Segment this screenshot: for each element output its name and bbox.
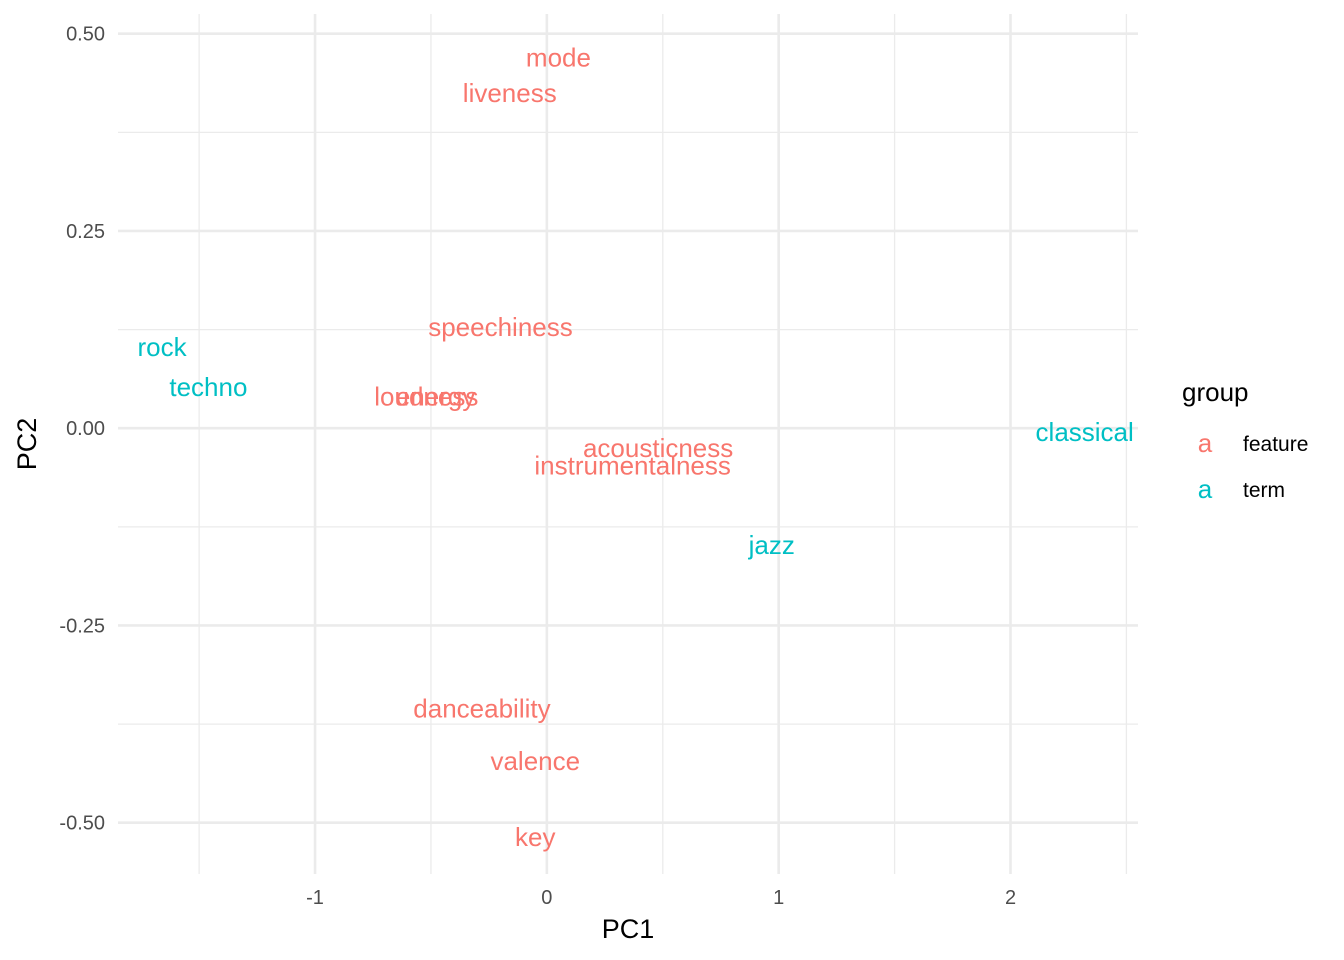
- legend-label-term: term: [1243, 479, 1285, 502]
- y-tick-label: 0.50: [66, 24, 105, 46]
- y-axis-ticks: 0.50 0.25 0.00 -0.25 -0.50: [59, 24, 105, 835]
- point-label-key: key: [515, 822, 555, 852]
- point-label-danceability: danceability: [413, 693, 550, 723]
- point-label-instrumentalness: instrumentalness: [534, 450, 731, 480]
- x-axis-title: PC1: [602, 914, 655, 944]
- y-axis-title: PC2: [12, 418, 42, 471]
- y-tick-label: -0.50: [59, 813, 105, 835]
- point-label-acousticness: acousticness: [583, 433, 733, 463]
- point-label-mode: mode: [526, 42, 591, 72]
- point-label-liveness: liveness: [463, 78, 557, 108]
- legend-entries: a feature a term: [1198, 428, 1309, 504]
- legend-key-feature: a: [1198, 428, 1213, 458]
- y-tick-label: 0.00: [66, 418, 105, 440]
- point-label-classical: classical: [1036, 417, 1134, 447]
- x-tick-label: -1: [306, 887, 324, 909]
- point-label-techno: techno: [169, 372, 247, 402]
- point-label-rock: rock: [137, 332, 187, 362]
- x-tick-label: 1: [773, 887, 784, 909]
- point-label-speechiness: speechiness: [428, 312, 573, 342]
- x-tick-label: 2: [1005, 887, 1016, 909]
- x-axis-ticks: -1 0 1 2: [306, 887, 1016, 909]
- legend-title: group: [1182, 377, 1249, 407]
- point-label-energy: energy: [396, 382, 476, 412]
- x-tick-label: 0: [541, 887, 552, 909]
- grid-lines: [118, 14, 1138, 874]
- y-tick-label: -0.25: [59, 615, 105, 637]
- point-label-jazz: jazz: [748, 530, 795, 560]
- point-label-valence: valence: [490, 746, 580, 776]
- point-label-loudness: loudness: [374, 382, 478, 412]
- legend-key-term: a: [1198, 474, 1213, 504]
- legend: group a feature a term: [1182, 377, 1308, 504]
- y-tick-label: 0.25: [66, 221, 105, 243]
- legend-label-feature: feature: [1243, 433, 1308, 456]
